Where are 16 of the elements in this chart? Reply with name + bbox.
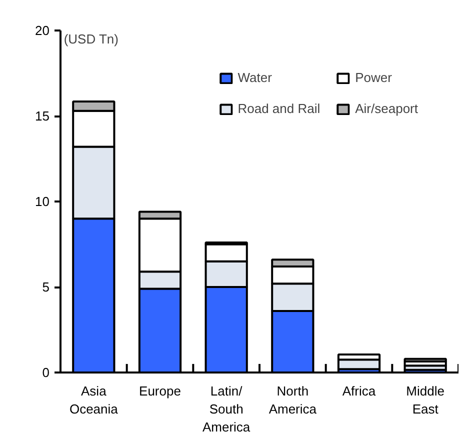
legend-label: Road and Rail <box>238 101 320 116</box>
y-tick-label: 0 <box>42 365 50 380</box>
y-tick-label: 15 <box>35 108 50 124</box>
x-tick-label: Asia Oceania <box>69 384 119 416</box>
legend-label: Power <box>355 70 392 85</box>
legend-label: Air/seaport <box>355 101 418 116</box>
y-axis-title: (USD Tn) <box>64 32 118 46</box>
x-tick-label: North America <box>268 384 318 416</box>
x-tick-label: Africa <box>342 384 376 398</box>
y-tick-label: 5 <box>42 280 50 294</box>
legend-label: Water <box>238 70 272 85</box>
y-tick-label: 10 <box>35 194 50 209</box>
y-tick-label: 20 <box>35 23 50 38</box>
x-tick-label: Europe <box>139 384 181 398</box>
x-tick-label: Latin/ South America <box>202 384 251 434</box>
x-tick-label: Middle East <box>406 384 444 416</box>
